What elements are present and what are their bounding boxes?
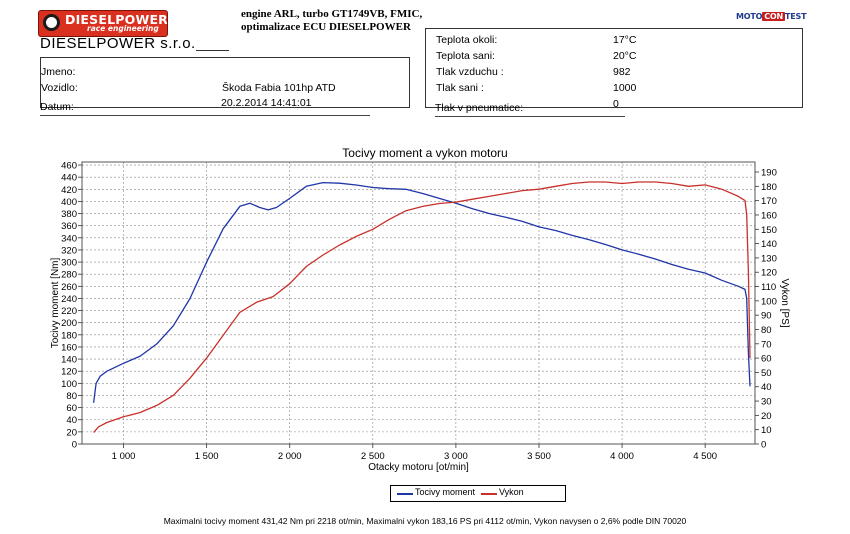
y2-tick-label: 130 — [761, 253, 777, 264]
motocom-part-3: TEST — [785, 12, 807, 21]
y-tick-label: 300 — [61, 258, 77, 269]
logo-subtext: race engineering — [87, 24, 159, 33]
date-row: Datum: 20.2.2014 14:41:01 — [40, 97, 370, 116]
y2-tick-label: 140 — [761, 239, 777, 250]
ambient-temp-label: Teplota okoli: — [436, 34, 498, 46]
legend-torque-label: Tocivy moment — [415, 487, 476, 497]
chart-title: Tocivy moment a vykon motoru — [342, 146, 508, 160]
y2-tick-label: 150 — [761, 225, 777, 236]
ambient-temp-value: 17°C — [613, 34, 637, 46]
dieselpower-logo: DIESELPOWER race engineering — [38, 10, 168, 37]
turbo-logo-icon — [43, 14, 60, 31]
y-tick-label: 160 — [61, 342, 77, 353]
y2-tick-label: 20 — [761, 411, 772, 422]
date-value: 20.2.2014 14:41:01 — [221, 97, 312, 109]
y-tick-label: 400 — [61, 197, 77, 208]
x-axis-label: Otacky motoru [ot/min] — [368, 462, 469, 473]
vehicle-label: Vozidlo: — [41, 82, 78, 94]
company-divider — [196, 50, 229, 51]
tire-pressure-row: Tlak v pneumatice: 0 — [435, 98, 625, 117]
y2-tick-label: 10 — [761, 425, 772, 436]
conditions-box: Teplota okoli: 17°C Teplota sani: 20°C T… — [425, 28, 803, 108]
y2-axis-label: Vykon [PS] — [779, 278, 790, 327]
y-tick-label: 380 — [61, 209, 77, 220]
y-tick-label: 200 — [61, 318, 77, 329]
y-tick-label: 180 — [61, 330, 77, 341]
motocom-part-1: MOTO — [736, 12, 763, 21]
company-name: DIESELPOWER s.r.o. — [40, 35, 196, 52]
y2-tick-label: 0 — [761, 440, 766, 451]
plot-frame — [81, 161, 756, 445]
y2-tick-label: 170 — [761, 196, 777, 207]
y-tick-label: 420 — [61, 185, 77, 196]
intake-temp-label: Teplota sani: — [436, 50, 495, 62]
motocom-part-2: CON — [762, 12, 786, 21]
air-pressure-label: Tlak vzduchu : — [436, 66, 504, 78]
y2-tick-label: 50 — [761, 368, 772, 379]
y-tick-label: 240 — [61, 294, 77, 305]
x-tick-label: 4 500 — [693, 451, 717, 462]
torque-series-line — [92, 181, 751, 403]
y2-tick-label: 90 — [761, 311, 772, 322]
intake-pressure-label: Tlak sani : — [436, 82, 484, 94]
y-tick-label: 260 — [61, 282, 77, 293]
y-tick-label: 140 — [61, 355, 77, 366]
y2-tick-label: 70 — [761, 339, 772, 350]
y-tick-label: 340 — [61, 233, 77, 244]
y-tick-label: 40 — [66, 415, 77, 426]
y-tick-label: 80 — [66, 391, 77, 402]
y-tick-label: 100 — [61, 379, 77, 390]
y-tick-label: 20 — [66, 427, 77, 438]
vehicle-value: Škoda Fabia 101hp ATD — [222, 82, 336, 94]
y-tick-label: 460 — [61, 161, 77, 172]
x-tick-label: 3 000 — [444, 451, 468, 462]
y-tick-label: 0 — [72, 440, 77, 451]
y-tick-label: 360 — [61, 221, 77, 232]
y2-tick-label: 100 — [761, 296, 777, 307]
x-tick-label: 3 500 — [527, 451, 551, 462]
y2-tick-label: 180 — [761, 182, 777, 193]
name-label: Jmeno: — [41, 66, 76, 78]
intake-pressure-value: 1000 — [613, 82, 637, 94]
engine-line-2: optimalizace ECU DIESELPOWER — [241, 21, 411, 33]
y-axis-label: Tocivy moment [Nm] — [50, 257, 61, 348]
y-tick-label: 440 — [61, 173, 77, 184]
y2-tick-label: 30 — [761, 397, 772, 408]
y-tick-label: 320 — [61, 245, 77, 256]
chart-legend: Tocivy moment Vykon — [390, 485, 566, 502]
y-tick-label: 280 — [61, 270, 77, 281]
motocom-logo: MOTO CON TEST — [736, 12, 807, 23]
engine-line-1: engine ARL, turbo GT1749VB, FMIC, — [241, 8, 423, 20]
x-tick-label: 1 000 — [112, 451, 136, 462]
y2-tick-label: 60 — [761, 354, 772, 365]
y-tick-label: 120 — [61, 367, 77, 378]
date-label: Datum: — [40, 101, 74, 113]
x-tick-label: 2 500 — [361, 451, 385, 462]
logo-text: DIESELPOWER — [65, 12, 168, 27]
y2-tick-label: 110 — [761, 282, 776, 293]
footer-summary: Maximalni tocivy moment 431,42 Nm pri 22… — [163, 516, 687, 526]
x-tick-label: 1 500 — [195, 451, 219, 462]
y2-tick-label: 120 — [761, 268, 777, 279]
tire-pressure-label: Tlak v pneumatice: — [435, 102, 524, 114]
y-tick-label: 220 — [61, 306, 77, 317]
engine-description: engine ARL, turbo GT1749VB, FMIC, optima… — [241, 8, 422, 34]
tire-pressure-value: 0 — [613, 98, 619, 110]
x-tick-label: 4 000 — [610, 451, 634, 462]
intake-temp-value: 20°C — [613, 50, 637, 62]
y2-tick-label: 40 — [761, 382, 772, 393]
y2-tick-label: 190 — [761, 168, 777, 179]
power-series-line — [93, 181, 751, 433]
vehicle-info-box: Jmeno: Vozidlo: Škoda Fabia 101hp ATD — [40, 57, 410, 108]
y2-tick-label: 80 — [761, 325, 772, 336]
y-tick-label: 60 — [66, 403, 77, 414]
y2-tick-label: 160 — [761, 210, 777, 221]
air-pressure-value: 982 — [613, 66, 631, 78]
legend-power-label: Vykon — [499, 487, 524, 497]
x-tick-label: 2 000 — [278, 451, 302, 462]
